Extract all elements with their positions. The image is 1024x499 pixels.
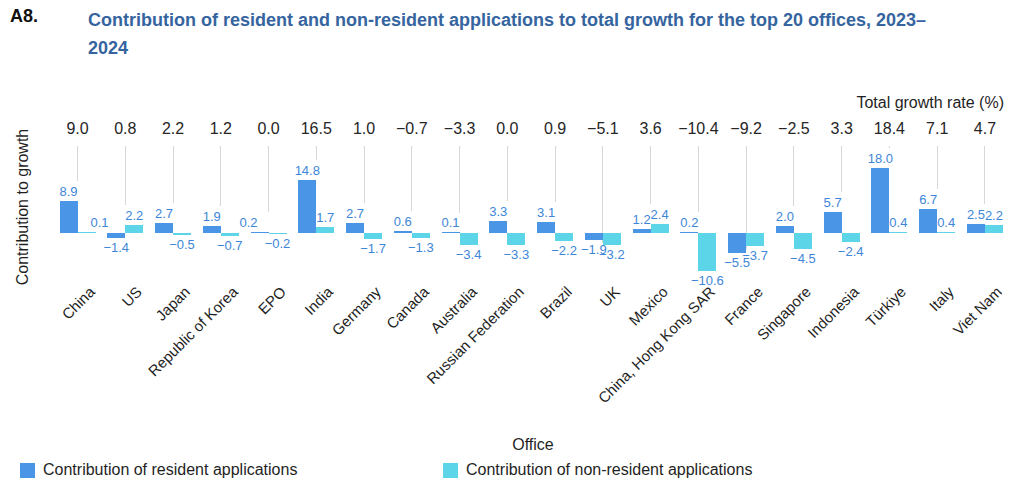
leader-line [411, 146, 412, 211]
bar-resident [489, 221, 507, 233]
leader-line [173, 146, 174, 203]
legend-swatch-non-resident-icon [443, 463, 458, 478]
leader-line [937, 146, 938, 189]
bar-non-resident [985, 225, 1003, 233]
value-label: 18.0 [850, 151, 910, 166]
bar-resident [251, 232, 269, 233]
bar-resident [585, 233, 603, 240]
value-label: −1.4 [86, 240, 146, 255]
bar-resident [394, 231, 412, 233]
bar-non-resident [460, 233, 478, 245]
value-label: 0.2 [659, 215, 719, 230]
bar-non-resident [173, 233, 191, 235]
bar-resident [107, 233, 125, 238]
bar-non-resident [316, 227, 334, 233]
bar-resident [537, 222, 555, 233]
bar-non-resident [937, 232, 955, 233]
bar-non-resident [269, 233, 287, 234]
bar-resident [680, 232, 698, 233]
leader-line [77, 146, 78, 181]
bar-non-resident [794, 233, 812, 249]
value-label: 2.2 [964, 208, 1024, 223]
bar-resident [633, 229, 651, 233]
bar-non-resident [842, 233, 860, 242]
value-label: 5.7 [803, 195, 863, 210]
bar-non-resident [125, 225, 143, 233]
leader-line [364, 146, 365, 203]
value-label: 2.0 [755, 209, 815, 224]
leader-line [459, 146, 460, 213]
bar-non-resident [555, 233, 573, 241]
chart: A8. Contribution of resident and non-res… [0, 0, 1024, 499]
value-label: 8.9 [39, 184, 99, 199]
leader-line [793, 146, 794, 206]
x-axis-label: Office [483, 436, 583, 454]
total-growth-label: 4.7 [950, 120, 1020, 138]
value-label: 6.7 [898, 192, 958, 207]
leader-line [507, 146, 508, 201]
bar-resident [155, 223, 173, 233]
leader-line [220, 146, 221, 206]
legend-swatch-resident-icon [20, 463, 35, 478]
legend: Contribution of resident applications Co… [0, 461, 1024, 483]
legend-label-resident: Contribution of resident applications [43, 461, 297, 479]
leader-line [650, 146, 651, 204]
bar-resident [824, 212, 842, 233]
bar-non-resident [746, 233, 764, 246]
bar-resident [442, 232, 460, 233]
leader-line [602, 146, 603, 243]
bar-non-resident [412, 233, 430, 238]
leader-line [555, 146, 556, 202]
bar-non-resident [603, 233, 621, 245]
bar-non-resident [889, 232, 907, 233]
bar-resident [776, 226, 794, 233]
value-label: −2.4 [821, 244, 881, 259]
bar-resident [967, 224, 985, 233]
bar-non-resident [364, 233, 382, 239]
legend-item-non-resident: Contribution of non-resident application… [443, 461, 752, 479]
value-label: −0.2 [248, 236, 308, 251]
value-label: 14.8 [277, 163, 337, 178]
bar-non-resident [78, 232, 96, 233]
bar-resident [346, 223, 364, 233]
bar-resident [298, 180, 316, 233]
legend-item-resident: Contribution of resident applications [20, 461, 297, 479]
value-label: 0.2 [219, 215, 279, 230]
bar-non-resident [221, 233, 239, 236]
value-label: 3.1 [516, 205, 576, 220]
leader-line [889, 146, 890, 148]
leader-line [698, 146, 699, 212]
bar-non-resident [507, 233, 525, 245]
value-label: −3.2 [582, 247, 642, 262]
plot-area: 9.08.90.1China0.8−1.42.2US2.22.7−0.5Japa… [0, 0, 1024, 499]
leader-line [984, 146, 985, 204]
leader-line [841, 146, 842, 192]
legend-label-non-resident: Contribution of non-resident application… [466, 461, 752, 479]
leader-line [125, 146, 126, 205]
leader-line [316, 146, 317, 160]
leader-line [268, 146, 269, 212]
